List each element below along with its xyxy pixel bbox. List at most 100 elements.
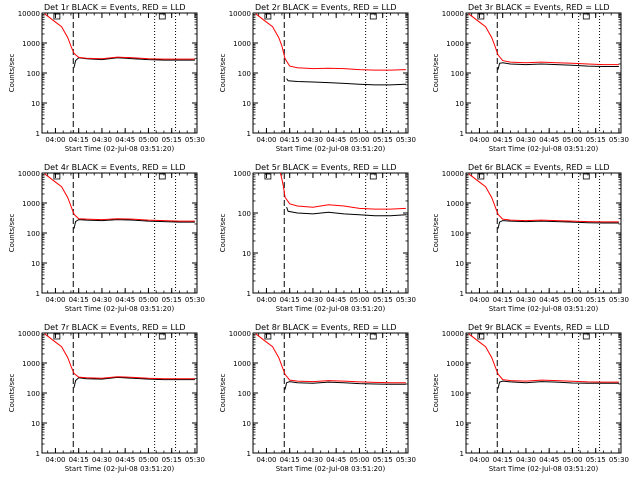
x-tick-label: 04:15 [69, 296, 89, 304]
x-tick-label: 05:30 [396, 136, 416, 144]
lld-series-line [255, 333, 406, 384]
x-tick-label: 04:00 [469, 296, 489, 304]
chart-title: Det 7r BLACK = Events, RED = LLD [44, 323, 186, 332]
y-tick-label: 1 [460, 130, 464, 138]
x-tick-label: 04:45 [115, 296, 135, 304]
events-series-line [73, 57, 195, 68]
x-tick-label: 05:15 [373, 456, 393, 464]
y-axis-label: Counts/sec [432, 54, 440, 93]
chart-panel-2: Det 2r BLACK = Events, RED = LLD 1 10 100 10… [219, 3, 416, 153]
plot-frame [465, 332, 622, 454]
y-tick-label: 100 [238, 70, 251, 78]
y-tick-label: 100 [27, 70, 40, 78]
events-series-line [497, 220, 619, 229]
x-tick-label: 04:00 [469, 136, 489, 144]
lld-series-line [44, 333, 195, 380]
events-series-line [286, 78, 406, 86]
events-series-line [284, 381, 406, 390]
x-axis-label: Start Time (02-Jul-08 03:51:20) [65, 145, 175, 153]
y-tick-label: 10 [31, 100, 40, 108]
top-marker-box [158, 13, 166, 20]
y-tick-label: 1 [460, 450, 464, 458]
chart-title: Det 6r BLACK = Events, RED = LLD [468, 163, 610, 172]
y-tick-label: 1 [36, 130, 40, 138]
x-tick-label: 05:30 [609, 296, 629, 304]
x-tick-label: 05:15 [162, 456, 182, 464]
x-tick-label: 05:30 [609, 456, 629, 464]
y-tick-label: 10000 [18, 10, 40, 18]
plot-frame [465, 172, 622, 294]
y-tick-label: 10 [242, 420, 251, 428]
top-marker-box [53, 13, 61, 20]
chart-panel-8: Det 8r BLACK = Events, RED = LLD 1 10 100 10… [219, 323, 416, 473]
y-axis-label: Counts/sec [219, 374, 227, 413]
x-axis-label: Start Time (02-Jul-08 03:51:20) [276, 465, 386, 473]
y-tick-label: 1000 [446, 360, 464, 368]
x-tick-label: 04:30 [92, 456, 112, 464]
x-tick-label: 05:30 [185, 456, 205, 464]
x-tick-label: 05:15 [373, 296, 393, 304]
y-tick-label: 10 [242, 250, 251, 258]
x-tick-label: 05:30 [609, 136, 629, 144]
y-tick-label: 10000 [18, 330, 40, 338]
events-series-line [286, 207, 406, 217]
top-marker-box [158, 173, 166, 180]
x-tick-label: 05:00 [562, 136, 582, 144]
chart-title: Det 9r BLACK = Events, RED = LLD [468, 323, 610, 332]
x-tick-label: 05:15 [162, 296, 182, 304]
x-tick-label: 05:15 [586, 456, 606, 464]
chart-panel-7: Det 7r BLACK = Events, RED = LLD 1 10 100 10… [8, 323, 205, 473]
x-tick-label: 04:30 [92, 296, 112, 304]
y-tick-label: 1 [247, 450, 251, 458]
y-tick-label: 100 [27, 230, 40, 238]
x-axis-label: Start Time (02-Jul-08 03:51:20) [276, 305, 386, 313]
chart-title: Det 2r BLACK = Events, RED = LLD [255, 3, 397, 12]
y-axis-label: Counts/sec [432, 374, 440, 413]
lld-series-line [255, 13, 406, 71]
x-tick-label: 04:30 [303, 136, 323, 144]
top-marker-box [264, 333, 272, 340]
chart-title: Det 5r BLACK = Events, RED = LLD [255, 163, 397, 172]
y-tick-label: 1000 [22, 200, 40, 208]
y-tick-label: 10 [31, 260, 40, 268]
y-tick-label: 1 [460, 290, 464, 298]
y-tick-label: 10 [31, 420, 40, 428]
x-tick-label: 05:30 [396, 296, 416, 304]
y-tick-label: 10000 [18, 170, 40, 178]
y-tick-label: 10000 [442, 10, 464, 18]
chart-panel-4: Det 4r BLACK = Events, RED = LLD 1 10 100 10… [8, 163, 205, 313]
x-tick-label: 04:30 [303, 456, 323, 464]
x-axis-label: Start Time (02-Jul-08 03:51:20) [489, 305, 599, 313]
x-axis-label: Start Time (02-Jul-08 03:51:20) [489, 145, 599, 153]
top-marker-box [582, 173, 590, 180]
y-tick-label: 10000 [442, 170, 464, 178]
x-tick-label: 05:30 [185, 296, 205, 304]
x-tick-label: 04:45 [326, 136, 346, 144]
x-tick-label: 04:15 [493, 136, 513, 144]
top-marker-box [264, 13, 272, 20]
x-tick-label: 04:00 [469, 456, 489, 464]
x-tick-label: 05:15 [586, 136, 606, 144]
events-series-line [497, 380, 619, 389]
chart-panel-5: Det 5r BLACK = Events, RED = LLD 1 10 100 10… [219, 163, 416, 313]
plot-frame [252, 12, 409, 134]
y-tick-label: 1 [36, 450, 40, 458]
x-tick-label: 04:30 [516, 296, 536, 304]
chart-title: Det 8r BLACK = Events, RED = LLD [255, 323, 397, 332]
plot-frame [252, 172, 409, 294]
y-tick-label: 1000 [446, 200, 464, 208]
x-tick-label: 05:15 [373, 136, 393, 144]
lld-series-line [44, 13, 195, 60]
y-tick-label: 1 [36, 290, 40, 298]
x-tick-label: 04:15 [69, 456, 89, 464]
y-tick-label: 1000 [22, 40, 40, 48]
y-tick-label: 10 [455, 420, 464, 428]
x-tick-label: 05:30 [185, 136, 205, 144]
y-tick-label: 100 [238, 210, 251, 218]
y-tick-label: 10000 [229, 330, 251, 338]
x-tick-label: 04:45 [115, 136, 135, 144]
x-tick-label: 04:30 [516, 136, 536, 144]
top-marker-box [477, 333, 485, 340]
x-tick-label: 04:30 [516, 456, 536, 464]
